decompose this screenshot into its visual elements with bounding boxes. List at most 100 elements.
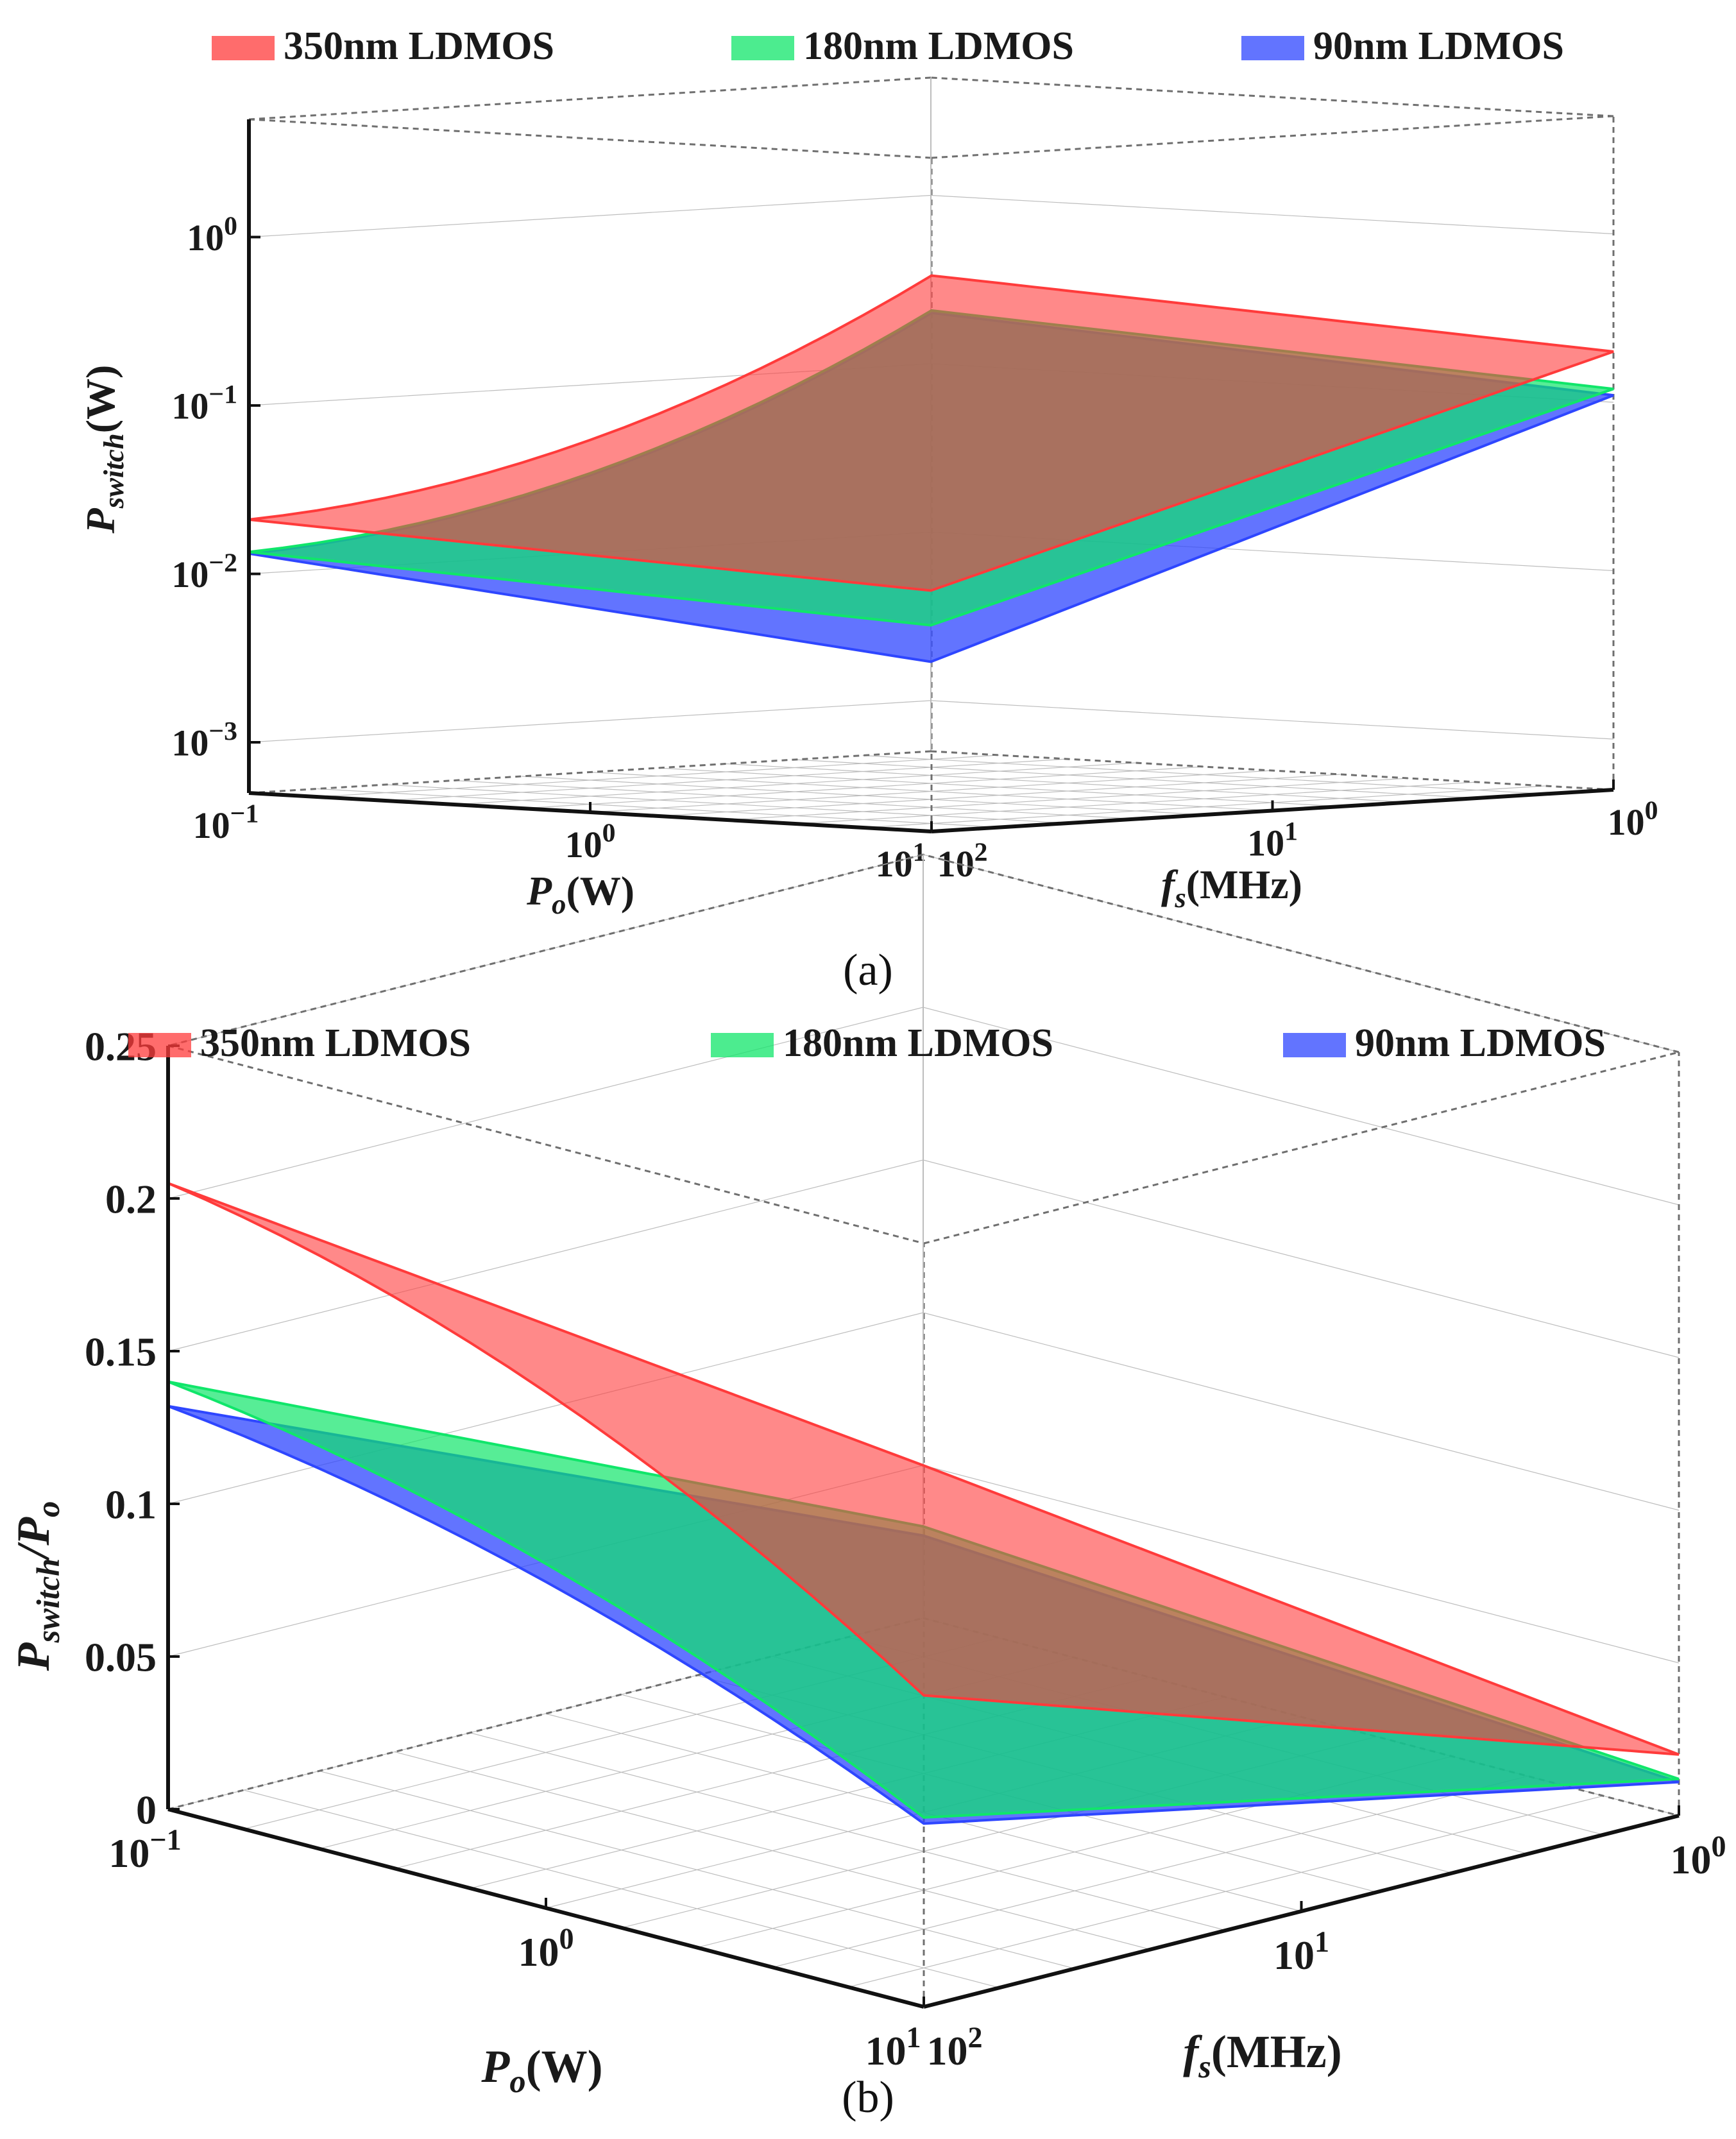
floor-gridline xyxy=(794,759,1477,799)
z-tick-label: 0 xyxy=(136,1787,157,1832)
z-tick-label: 0.15 xyxy=(85,1329,157,1374)
x-axis-title-suffix: (W) xyxy=(566,868,634,914)
y-tick-label-exp: 1 xyxy=(1315,1925,1329,1958)
legend-swatch xyxy=(212,36,275,60)
z-axis-title: Pswitch(W) xyxy=(78,365,130,534)
x-tick-label-exp: −1 xyxy=(149,1823,181,1856)
box-edge-dashed xyxy=(923,853,1680,1053)
y-tick-label-exp: 2 xyxy=(974,838,988,867)
legend-label: 180nm LDMOS xyxy=(783,1021,1053,1065)
x-axis-title-main: P xyxy=(481,2041,510,2092)
y-tick-label-base: 10 xyxy=(937,843,974,885)
z-axis-title-sub: switch xyxy=(98,433,130,509)
floor-gridline xyxy=(726,763,1409,803)
surface-350nm-ldmos xyxy=(167,1182,1680,1756)
z-tick-label-base: 10 xyxy=(187,217,224,259)
z-axis-title-mid: /P xyxy=(8,1517,59,1562)
surfaces xyxy=(167,1182,1680,1825)
x-tick-label-base: 10 xyxy=(865,2028,906,2074)
y-tick-label-base: 10 xyxy=(1670,1837,1711,1882)
x-tick-label: 100 xyxy=(518,1922,574,1975)
z-tick-label-exp: 0 xyxy=(224,211,237,241)
box-edge-dashed xyxy=(248,750,932,794)
z-tick-label: 100 xyxy=(187,211,237,258)
x-tick-label-exp: 0 xyxy=(602,819,616,848)
box-edge-dashed xyxy=(923,1051,1680,1245)
x-tick-label-base: 10 xyxy=(876,843,913,885)
z-axis-title: Pswitch/Po xyxy=(8,1501,66,1672)
y-tick-label-exp: 0 xyxy=(1711,1830,1726,1862)
x-axis-title: Po(W) xyxy=(526,868,634,920)
z-tick-label-base: 10 xyxy=(171,554,208,595)
x-tick-label: 10−1 xyxy=(193,799,259,846)
surface-350nm-ldmos xyxy=(248,274,1614,592)
y-tick-label: 100 xyxy=(1608,796,1658,843)
x-tick-label: 100 xyxy=(565,819,616,865)
legend-swatch xyxy=(1241,36,1304,60)
y-tick-label: 102 xyxy=(926,2021,982,2074)
legend-swatch xyxy=(128,1033,191,1057)
z-tick-label: 0.05 xyxy=(85,1634,157,1680)
z-tick-label-exp: −1 xyxy=(208,380,237,409)
x-axis-title-sub: o xyxy=(552,888,566,920)
legend-swatch xyxy=(1283,1033,1346,1057)
y-tick-label-exp: 2 xyxy=(967,2021,982,2054)
box-edge-dashed xyxy=(930,750,1614,791)
legend-label: 90nm LDMOS xyxy=(1355,1021,1606,1065)
z-tick-label: 10−2 xyxy=(171,548,237,595)
panel-caption: (b) xyxy=(842,2073,894,2122)
z-axis-title-main: P xyxy=(8,1642,59,1671)
y-tick-label: 101 xyxy=(1247,817,1298,864)
panel-caption: (a) xyxy=(843,946,893,995)
z-tick-label-exp: −3 xyxy=(208,717,237,746)
floor-gridline xyxy=(658,767,1341,807)
legend-swatch xyxy=(711,1033,774,1057)
y-tick-label-base: 10 xyxy=(926,2028,967,2074)
box-edge-dashed xyxy=(248,76,932,121)
y-axis-title: fs(MHz) xyxy=(1183,2026,1341,2084)
legend-swatch xyxy=(731,36,794,60)
y-tick-label: 100 xyxy=(1670,1830,1726,1882)
floor-gridline xyxy=(862,754,1545,795)
floor-gridline xyxy=(590,771,1273,812)
y-tick-label-base: 10 xyxy=(1608,801,1645,843)
floor-gridline xyxy=(658,774,1341,817)
grid xyxy=(248,194,1614,828)
x-tick-label-base: 10 xyxy=(108,1830,149,1876)
z-axis-title-sub: switch xyxy=(30,1558,66,1644)
x-axis-title-suffix: (W) xyxy=(526,2041,603,2092)
z-axis-title-sub2: o xyxy=(30,1501,66,1517)
box-edge-dashed xyxy=(248,118,932,159)
x-tick-label: 101 xyxy=(865,2021,921,2074)
legend-label: 90nm LDMOS xyxy=(1313,24,1564,68)
z-tick-label-base: 10 xyxy=(171,722,208,763)
legend: 350nm LDMOS 180nm LDMOS 90nm LDMOS xyxy=(128,1021,1606,1065)
box-edge-dashed xyxy=(931,115,1614,159)
y-tick-label-base: 10 xyxy=(1273,1932,1315,1978)
z-axis-title-main: P xyxy=(78,507,123,534)
legend-label: 350nm LDMOS xyxy=(200,1021,471,1065)
box-edge-dashed xyxy=(930,76,1614,117)
z-tick-label: 10−1 xyxy=(171,380,237,427)
z-tick-label-exp: −2 xyxy=(208,548,237,577)
legend: 350nm LDMOS 180nm LDMOS 90nm LDMOS xyxy=(212,24,1564,68)
x-tick-label-exp: −1 xyxy=(230,799,259,829)
y-tick-label-base: 10 xyxy=(1247,822,1284,864)
z-tick-label: 0.2 xyxy=(105,1176,157,1222)
z-tick-label: 0.1 xyxy=(105,1481,157,1527)
x-axis-title: Po(W) xyxy=(481,2041,602,2099)
z-axis-title-suffix: (W) xyxy=(78,365,123,434)
x-tick-label-base: 10 xyxy=(565,824,602,865)
y-axis-title-suffix: (MHz) xyxy=(1186,862,1302,907)
y-tick-label-exp: 1 xyxy=(1284,817,1298,846)
x-tick-label-base: 10 xyxy=(518,1929,559,1975)
y-tick-label: 102 xyxy=(937,838,988,885)
floor-gridline xyxy=(863,785,1545,828)
x-axis-title-sub: o xyxy=(509,2063,525,2099)
x-tick-label: 10−1 xyxy=(108,1823,181,1876)
box-edge-dashed xyxy=(167,1044,924,1245)
